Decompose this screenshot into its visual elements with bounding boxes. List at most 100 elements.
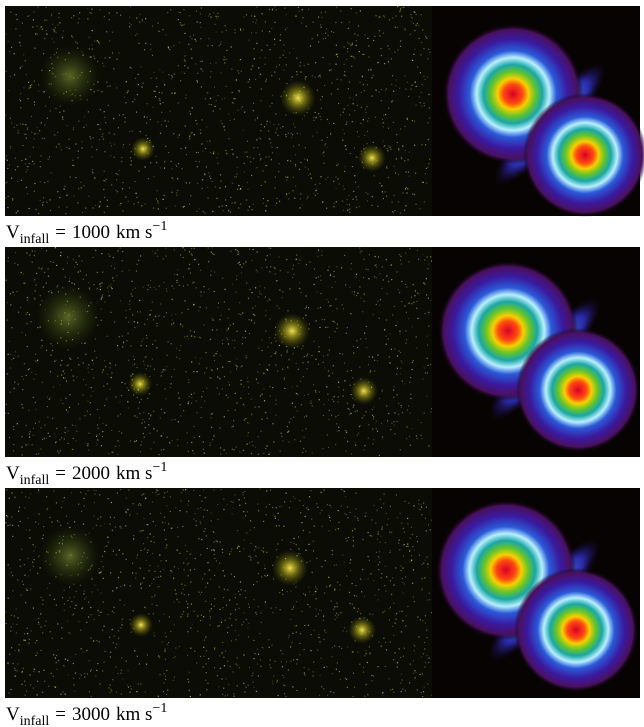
particle bbox=[356, 340, 358, 342]
particle bbox=[177, 568, 179, 570]
particle bbox=[429, 599, 431, 601]
particle bbox=[106, 205, 108, 207]
particle bbox=[226, 153, 228, 155]
particle bbox=[201, 538, 203, 541]
particle bbox=[372, 675, 374, 677]
particle bbox=[322, 355, 324, 357]
particle bbox=[188, 689, 190, 691]
particle bbox=[189, 138, 191, 140]
particle bbox=[145, 497, 147, 499]
particle bbox=[269, 138, 271, 141]
particle bbox=[28, 207, 30, 210]
particle bbox=[397, 173, 400, 176]
particle bbox=[312, 21, 314, 23]
particle bbox=[19, 100, 22, 102]
particle bbox=[350, 55, 352, 57]
particle bbox=[213, 532, 215, 534]
particle bbox=[244, 111, 246, 113]
particle bbox=[240, 383, 242, 385]
particle bbox=[129, 300, 131, 302]
particle bbox=[368, 356, 370, 358]
particle bbox=[24, 680, 26, 682]
particle bbox=[179, 22, 181, 24]
particle bbox=[180, 323, 182, 325]
particle bbox=[165, 255, 167, 257]
particle bbox=[63, 497, 65, 499]
particle bbox=[196, 21, 198, 23]
particle bbox=[401, 610, 403, 612]
particle bbox=[418, 96, 420, 98]
particle bbox=[371, 535, 373, 537]
particle bbox=[48, 156, 51, 158]
particle bbox=[375, 303, 377, 306]
particle bbox=[248, 39, 250, 41]
particle bbox=[189, 695, 191, 698]
particle bbox=[83, 590, 85, 592]
particle bbox=[281, 666, 284, 668]
particle bbox=[160, 449, 162, 451]
particle bbox=[157, 586, 159, 588]
particle bbox=[254, 446, 257, 448]
particle bbox=[156, 604, 158, 607]
particle bbox=[169, 510, 171, 513]
particle bbox=[73, 165, 75, 167]
particle bbox=[416, 85, 418, 87]
particle bbox=[204, 173, 206, 175]
particle bbox=[376, 538, 379, 540]
particle bbox=[187, 678, 189, 680]
particle bbox=[256, 167, 258, 169]
particle bbox=[166, 505, 168, 507]
particle bbox=[346, 540, 348, 542]
particle bbox=[342, 554, 344, 556]
particle bbox=[317, 363, 320, 365]
particle bbox=[420, 91, 422, 93]
particle bbox=[418, 258, 420, 260]
particle bbox=[183, 23, 185, 25]
particle bbox=[119, 525, 121, 528]
particle bbox=[46, 496, 48, 498]
particle bbox=[350, 453, 352, 455]
particle bbox=[46, 509, 48, 511]
particle bbox=[159, 98, 161, 100]
particle bbox=[196, 123, 198, 125]
particle bbox=[88, 48, 90, 50]
particle bbox=[58, 16, 60, 19]
particle bbox=[261, 646, 263, 649]
particle bbox=[210, 512, 212, 514]
particle bbox=[156, 162, 158, 164]
particle bbox=[258, 153, 261, 155]
particle bbox=[57, 285, 59, 287]
particle bbox=[424, 259, 426, 261]
particle bbox=[219, 655, 221, 657]
unit: km s bbox=[116, 463, 152, 484]
particle bbox=[278, 64, 280, 66]
particle bbox=[238, 313, 240, 315]
particle bbox=[411, 21, 413, 23]
particle bbox=[328, 336, 330, 338]
particle bbox=[80, 491, 82, 493]
particle bbox=[266, 120, 268, 122]
particle bbox=[276, 147, 278, 149]
particle bbox=[27, 443, 29, 446]
particle bbox=[372, 313, 374, 316]
particle bbox=[16, 124, 18, 126]
particle bbox=[316, 291, 318, 293]
particle bbox=[427, 268, 429, 270]
particle bbox=[125, 525, 127, 527]
particle bbox=[243, 511, 245, 513]
particle bbox=[235, 663, 237, 665]
particle bbox=[129, 66, 131, 68]
particle bbox=[415, 671, 417, 673]
particle bbox=[32, 427, 34, 429]
particle bbox=[103, 211, 105, 213]
particle bbox=[47, 158, 49, 160]
particle bbox=[353, 404, 355, 406]
particle bbox=[237, 253, 239, 255]
particle bbox=[34, 422, 37, 424]
particle bbox=[159, 132, 162, 134]
particle bbox=[40, 649, 42, 652]
particle bbox=[217, 306, 219, 309]
particle bbox=[399, 549, 401, 551]
particle bbox=[52, 386, 55, 388]
particle bbox=[312, 540, 314, 542]
